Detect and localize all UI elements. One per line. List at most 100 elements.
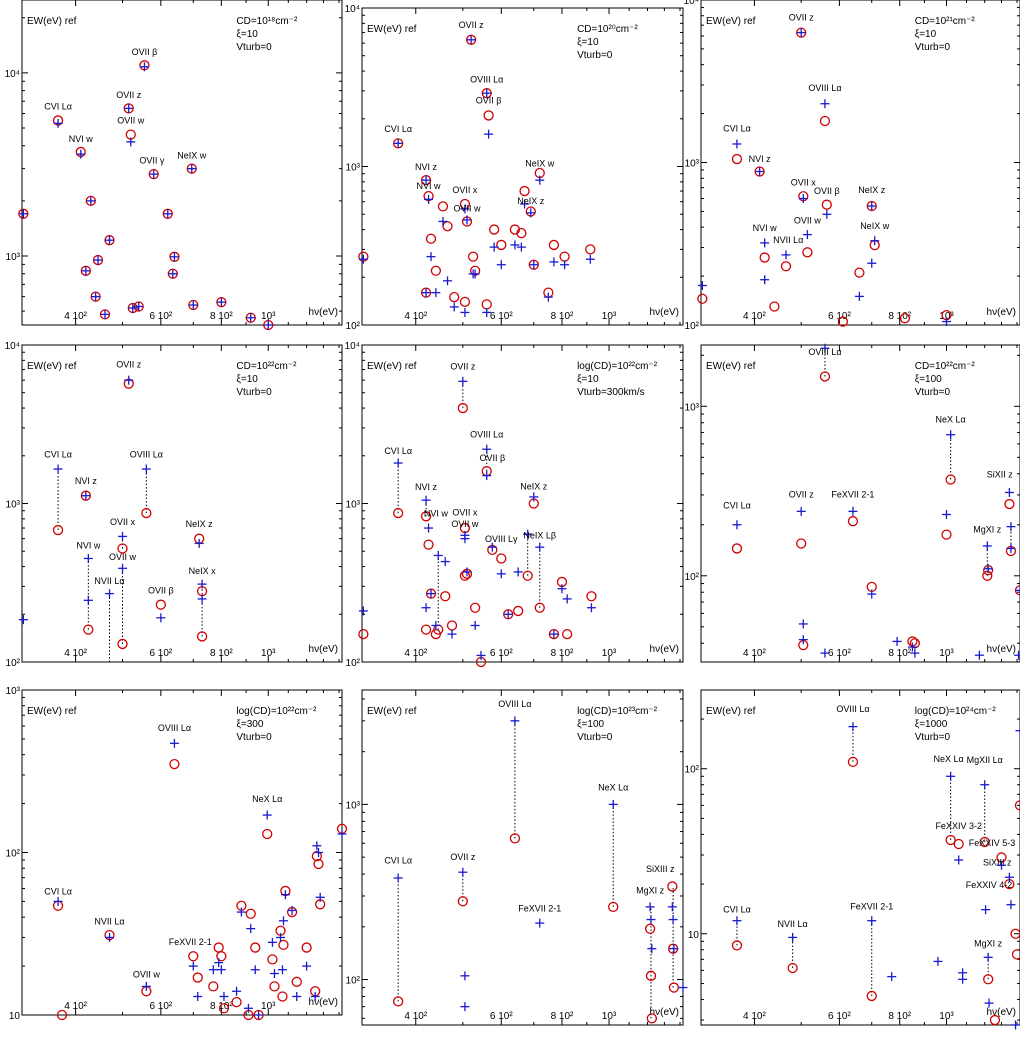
line-label: NVI z <box>75 476 98 486</box>
model-point <box>543 292 553 302</box>
line-label: NVI w <box>69 134 94 144</box>
ref-point <box>440 591 451 602</box>
ref-point <box>313 858 324 870</box>
y-axis-label: EW(eV) ref <box>367 361 417 372</box>
line-label: OVII z <box>450 362 476 372</box>
ref-point <box>393 507 404 519</box>
ref-point <box>769 301 780 312</box>
ref-point <box>697 293 708 304</box>
line-label: CVI Lα <box>44 102 72 112</box>
line-label: FeXXIV 3-2 <box>935 821 982 831</box>
model-point <box>798 194 808 204</box>
model-point <box>91 292 101 302</box>
model-point <box>263 320 273 330</box>
line-label: SiXIII z <box>646 864 675 874</box>
y-axis-label: EW(eV) ref <box>27 706 77 717</box>
ref-point <box>731 940 743 951</box>
model-point <box>124 103 134 113</box>
model-point <box>93 255 103 265</box>
ref-point <box>854 267 865 278</box>
model-point <box>529 260 539 270</box>
x-tick-label: 8 10² <box>551 311 574 322</box>
model-point <box>1006 543 1016 553</box>
x-tick-label: 8 10² <box>210 648 233 659</box>
line-label: OVII x <box>110 517 136 527</box>
model-point <box>608 799 618 809</box>
model-point <box>424 523 434 533</box>
ref-point <box>83 624 94 635</box>
model-point <box>462 567 472 577</box>
model-point <box>250 965 260 975</box>
ref-point <box>796 538 807 549</box>
model-point <box>314 848 324 857</box>
x-tick-label: 4 10² <box>743 311 766 322</box>
model-point <box>1006 900 1016 910</box>
model-point <box>219 991 229 1001</box>
x-tick-label: 4 10² <box>404 311 427 322</box>
y-tick-label: 10³ <box>6 252 21 263</box>
x-axis-label: hν(eV) <box>987 644 1016 655</box>
ref-point <box>509 833 521 844</box>
model-point <box>1004 872 1014 882</box>
model-point <box>424 194 434 204</box>
ref-point <box>562 628 573 640</box>
model-point <box>854 291 864 301</box>
x-tick-label: 6 10² <box>490 1011 513 1022</box>
line-label: FeXVII 2-1 <box>169 937 212 947</box>
line-label: OVII β <box>476 95 502 105</box>
panel-annotation: CD=10²⁰cm⁻² <box>577 24 638 35</box>
ref-point <box>231 996 242 1008</box>
model-point <box>315 892 325 902</box>
model-point <box>796 506 806 516</box>
x-tick-label: 6 10² <box>149 311 172 322</box>
ref-point <box>393 996 404 1007</box>
y-axis-label: EW(eV) ref <box>706 361 756 372</box>
line-label: OVII w <box>109 552 137 562</box>
ref-point <box>945 474 956 485</box>
ref-point <box>759 252 770 263</box>
model-point <box>646 915 656 925</box>
model-point <box>236 907 246 917</box>
model-point <box>83 595 93 605</box>
ref-point <box>989 1014 1001 1026</box>
model-point <box>393 458 403 468</box>
line-label: NeX Lα <box>936 415 966 425</box>
ref-point <box>644 923 656 934</box>
ref-point <box>262 828 273 840</box>
x-tick-label: 4 10² <box>743 648 766 659</box>
chart-panel-9: 10 10² 4 10² 6 10² 8 10² 10³ EW(eV) ref hν(eV) l… <box>685 689 1020 1030</box>
model-point <box>983 564 993 574</box>
ref-point <box>430 265 442 276</box>
x-tick-label: 4 10² <box>64 1001 87 1012</box>
y-tick-label: 10³ <box>685 159 700 170</box>
ref-point <box>667 881 678 892</box>
line-label: OVII z <box>789 12 815 22</box>
panel-annotation: Vturb=0 <box>915 42 951 53</box>
ref-point <box>218 1003 230 1014</box>
model-point <box>53 896 63 906</box>
ref-point <box>979 836 990 848</box>
plot-frame <box>700 689 1020 1026</box>
line-label: OVII z <box>116 90 142 100</box>
model-point <box>1015 726 1020 736</box>
model-point <box>458 867 468 877</box>
line-label: CVI Lα <box>44 450 72 460</box>
line-label: MgXI z <box>974 938 1003 948</box>
model-point <box>462 215 472 225</box>
model-point <box>358 254 368 264</box>
ref-point <box>449 291 460 303</box>
model-point <box>470 269 480 279</box>
model-point <box>118 563 128 573</box>
y-axis-label: EW(eV) ref <box>706 16 756 27</box>
model-point <box>421 288 431 298</box>
y-tick-label: 10 <box>9 1011 21 1022</box>
line-label: OVII x <box>452 508 478 518</box>
model-point <box>549 629 559 639</box>
ref-point <box>516 227 527 239</box>
y-axis-label: EW(eV) ref <box>27 361 77 372</box>
model-point <box>535 542 545 552</box>
line-label: MgXII Lα <box>967 755 1003 765</box>
ref-point <box>1014 800 1020 811</box>
model-point <box>933 956 943 966</box>
y-axis-label: EW(eV) ref <box>706 706 756 717</box>
